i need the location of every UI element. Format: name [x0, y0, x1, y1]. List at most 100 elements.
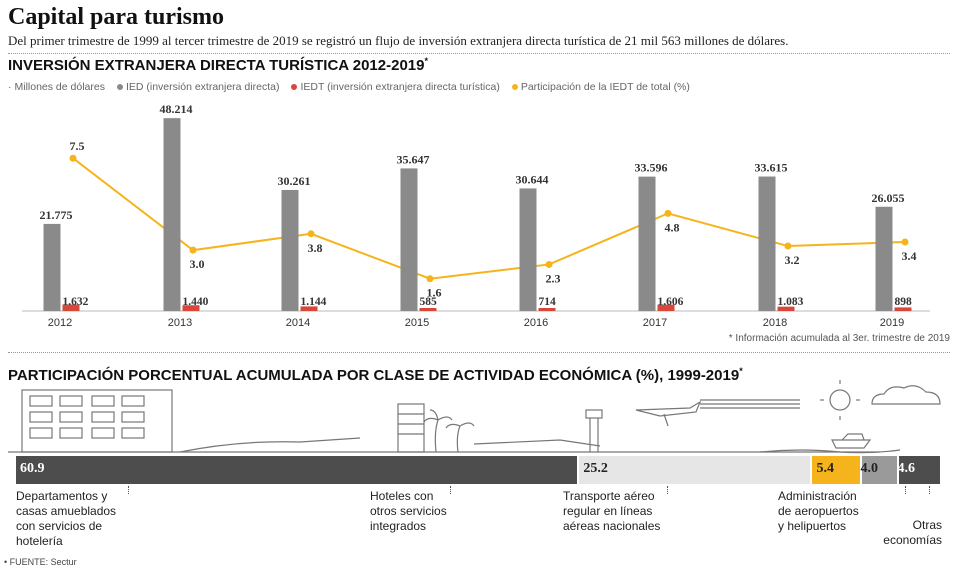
iedt-value-label: 1.440	[183, 296, 209, 308]
category-label-line: regular en líneas	[563, 504, 653, 518]
hotel-building-icon	[397, 403, 425, 453]
share-point	[189, 246, 197, 254]
footnote: * Información acumulada al 3er. trimestr…	[728, 333, 950, 344]
page-title: Capital para turismo	[8, 4, 224, 30]
legend-units: · Millones de dólares	[8, 81, 105, 93]
share-point	[307, 230, 315, 238]
ied-value-label: 30.261	[278, 174, 311, 188]
category-label-line: aéreas nacionales	[563, 519, 661, 533]
x-tick-label: 2016	[524, 317, 548, 329]
ied-value-label: 33.615	[755, 161, 788, 175]
speed-lines	[700, 399, 800, 409]
iedt-value-label: 1.144	[301, 296, 327, 308]
share-value-label: 60.9	[20, 461, 45, 476]
share-value-label: 25.2	[583, 461, 608, 476]
legend-units-bullet: ·	[8, 81, 12, 93]
x-tick-label: 2018	[763, 317, 787, 329]
category-label: Departamentos y casas amueblados con servi…	[16, 489, 116, 549]
share-value-label: 3.4	[902, 249, 917, 263]
share-value-label: 2.3	[546, 271, 561, 285]
iedt-value-label: 1.632	[63, 296, 89, 308]
chart-legend: · Millones de dólares IED (inversión extr…	[8, 81, 690, 93]
ied-bar	[43, 223, 61, 311]
legend-iedt-label: IEDT (inversión extranjera directa turís…	[300, 81, 500, 93]
category-label-line: y helipuertos	[778, 519, 847, 533]
boat-icon	[831, 433, 872, 449]
category-label-line: Departamentos y	[16, 489, 108, 503]
legend-iedt: IEDT (inversión extranjera directa turís…	[291, 81, 500, 93]
category-leader	[450, 486, 451, 494]
legend-share-dot	[511, 84, 518, 90]
x-tick-label: 2017	[643, 317, 667, 329]
iedt-value-label: 1.606	[658, 296, 684, 308]
category-label-line: casas amueblados	[16, 504, 117, 518]
legend-ied: IED (inversión extranjera directa)	[116, 81, 279, 93]
iedt-value-label: 714	[539, 296, 557, 308]
category-label-line: economías	[883, 533, 942, 547]
iedt-bar	[62, 304, 80, 311]
x-tick-label: 2012	[48, 317, 72, 329]
category-label: Transporte aéreo regular en líneas aéreas …	[563, 489, 660, 534]
iedt-bar	[657, 304, 675, 311]
ied-bar	[400, 168, 418, 311]
category-leader	[905, 486, 906, 494]
palm-tree-icon	[423, 409, 475, 453]
category-label-line: con servicios de	[16, 519, 103, 533]
share-point	[545, 260, 553, 268]
section-title-activity-text: PARTICIPACIÓN PORCENTUAL ACUMULADA POR C…	[8, 367, 740, 384]
share-value-label: 3.0	[190, 257, 205, 271]
category-label: Hoteles con otros servicios integrados	[370, 489, 447, 534]
share-value-label: 1.6	[427, 286, 442, 300]
share-segment: 5.4	[812, 456, 861, 484]
ied-chart: 21.775 1.632 7.5 2012 48.214 1.440 3.0 2013 30.2…	[22, 102, 930, 329]
ied-bar	[519, 188, 537, 311]
iedt-value-label: 1.083	[778, 296, 804, 308]
ied-value-label: 48.214	[160, 102, 193, 116]
legend-ied-dot	[116, 84, 123, 90]
category-label-line: hotelería	[16, 534, 63, 548]
category-leader	[929, 486, 930, 494]
share-segment: 4.6	[897, 456, 940, 484]
hills-line	[179, 437, 361, 453]
ied-bar	[638, 176, 656, 311]
x-tick-label: 2019	[880, 317, 904, 329]
section-title-activity: PARTICIPACIÓN PORCENTUAL ACUMULADA POR C…	[8, 366, 743, 384]
x-tick-label: 2014	[286, 317, 310, 329]
iedt-bar	[538, 308, 556, 311]
category-label-line: otros servicios	[370, 504, 447, 518]
section-title-ied: INVERSIÓN EXTRANJERA DIRECTA TURÍSTICA 2…	[8, 56, 428, 74]
ied-value-label: 35.647	[397, 152, 430, 166]
category-label: Administración de aeropuertos y helipuerto…	[778, 489, 859, 534]
iedt-bar	[419, 308, 437, 311]
page-subtitle: Del primer trimestre de 1999 al tercer t…	[8, 33, 789, 48]
share-point	[784, 242, 792, 250]
category-label-line: integrados	[370, 519, 427, 533]
ied-bar	[758, 176, 776, 311]
category-leader	[128, 486, 129, 494]
category-label-line: Hoteles con	[370, 489, 434, 503]
x-tick-label: 2015	[405, 317, 429, 329]
top-divider	[8, 53, 950, 54]
share-value-label: 7.5	[70, 139, 85, 153]
iedt-value-label: 898	[895, 296, 913, 308]
sun-icon	[820, 380, 860, 420]
legend-share: Participación de la IEDT de total (%)	[511, 81, 690, 93]
share-segment: 60.9	[16, 456, 578, 484]
iedt-bar	[894, 307, 912, 311]
ied-bar	[281, 189, 299, 311]
share-value-label: 4.6	[897, 461, 915, 476]
share-value-label: 5.4	[816, 461, 834, 476]
share-point	[69, 154, 77, 162]
share-point	[426, 275, 434, 283]
x-tick-label: 2013	[168, 317, 192, 329]
section-title-ied-text: INVERSIÓN EXTRANJERA DIRECTA TURÍSTICA 2…	[8, 57, 425, 74]
ied-value-label: 26.055	[872, 191, 905, 205]
category-leader	[667, 486, 668, 494]
share-value-label: 3.8	[308, 241, 323, 255]
mid-divider	[8, 352, 950, 353]
share-segment: 4.0	[860, 456, 898, 484]
iedt-bar	[300, 306, 318, 311]
source-note: • FUENTE: Sectur	[4, 557, 77, 567]
category-label-line: Transporte aéreo	[563, 489, 655, 503]
control-tower-icon	[585, 409, 603, 452]
